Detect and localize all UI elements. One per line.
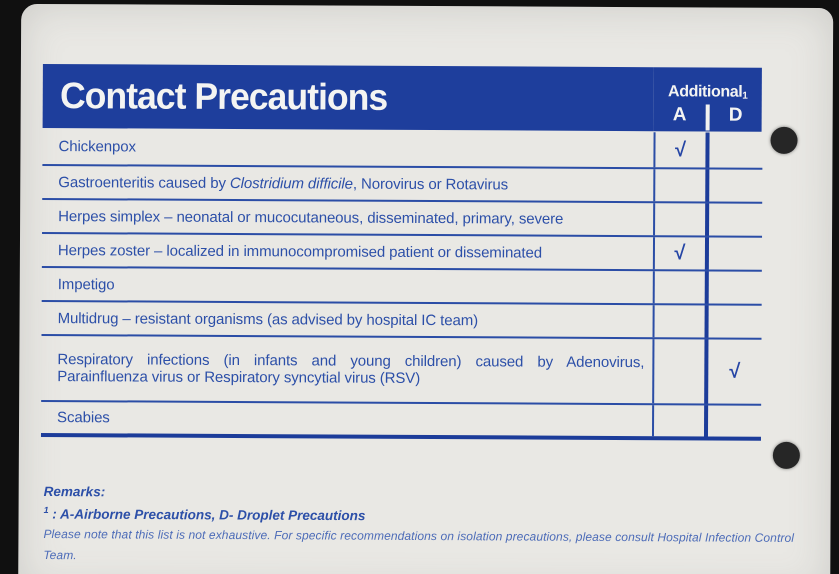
table-row: Impetigo [41,267,762,306]
additional-superscript: 1 [742,90,748,102]
footer-remarks: Remarks: 1 : A-Airborne Precautions, D- … [43,482,813,570]
table-row: Respiratory infections (in infants and y… [41,335,762,406]
condition-cell: Scabies [57,409,110,427]
condition-cell: Respiratory infections (in infants and y… [57,351,645,387]
condition-cell: Chickenpox [58,138,136,156]
column-header-a: A [672,103,687,125]
checkmark: √ [729,360,741,383]
table-row: Scabies [41,402,762,437]
additional-columns: A D [654,101,762,132]
airborne-cell: √ [653,132,706,168]
airborne-cell [651,405,705,437]
condition-cell: Herpes zoster – localized in immunocompr… [57,241,543,262]
column-header-d: D [728,104,743,126]
disclaimer: Please note that this list is not exhaus… [43,526,795,562]
checkmark: √ [674,138,687,161]
airborne-cell [652,305,705,338]
condition-cell: Herpes simplex – neonatal or mucocutaneo… [58,207,564,228]
precautions-table: Chickenpox √ Gastroenteritis caused by C… [41,128,763,437]
airborne-cell [653,203,706,236]
page-title: Contact Precautions [59,75,388,118]
condition-cell: Impetigo [57,275,115,293]
table-row: Multidrug – resistant organisms (as advi… [41,301,762,340]
droplet-cell [705,169,763,202]
droplet-cell [704,271,762,304]
condition-cell: Multidrug – resistant organisms (as advi… [57,309,479,329]
card-header: Contact Precautions [42,63,654,132]
hole-punch-top [770,126,798,154]
footnote: 1 : A-Airborne Precautions, D- Droplet P… [43,505,366,524]
airborne-cell: √ [652,237,706,270]
droplet-cell [704,237,763,270]
checkmark: √ [674,242,686,265]
droplet-cell [705,132,763,168]
table-row: Gastroenteritis caused by Clostridium di… [42,165,763,204]
airborne-cell [653,169,706,202]
additional-header-box: Additional 1 A D [653,67,762,132]
airborne-cell [652,271,705,304]
airborne-cell [652,339,705,404]
italic-organism-name: Clostridium difficile [229,174,353,193]
table-row: Chickenpox √ [42,128,763,170]
table-row: Herpes simplex – neonatal or mucocutaneo… [42,199,763,238]
additional-label: Additional 1 [668,83,748,102]
droplet-cell [703,405,762,437]
droplet-cell [705,203,763,236]
droplet-cell [704,305,762,338]
precaution-card: Contact Precautions Additional 1 A D Chic… [18,3,834,574]
droplet-cell: √ [704,339,762,404]
condition-cell: Gastroenteritis caused by Clostridium di… [58,173,509,193]
table-row: Herpes zoster – localized in immunocompr… [41,233,763,272]
hole-punch-bottom [772,441,800,469]
